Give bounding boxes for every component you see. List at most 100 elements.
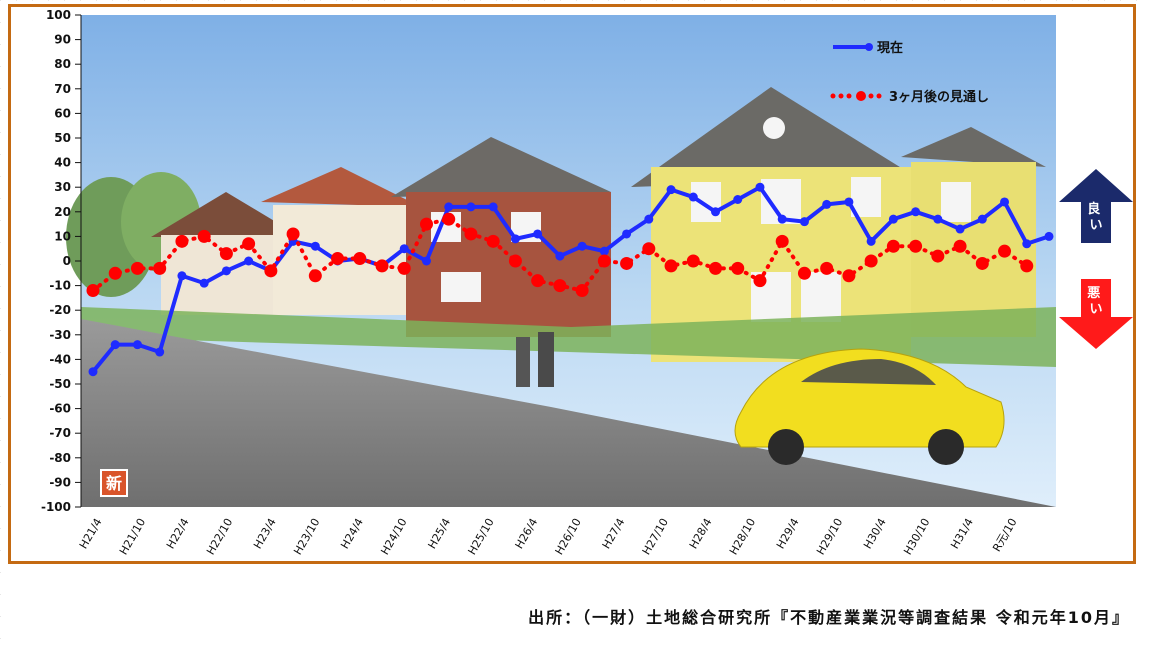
legend-entry-current: 現在 — [833, 40, 903, 56]
data-point-forecast — [353, 252, 367, 266]
data-point-forecast — [286, 227, 300, 241]
data-point-forecast — [620, 256, 634, 270]
y-tick-label: 90 — [54, 33, 71, 47]
series-layer — [86, 182, 1054, 377]
x-tick-label: H25/4 — [425, 516, 453, 551]
y-tick-label: 70 — [54, 82, 71, 96]
good-arrow-label: 良 い — [1087, 201, 1105, 233]
data-point-current — [599, 246, 609, 256]
data-point-current — [110, 340, 120, 350]
y-tick-label: 100 — [46, 8, 71, 22]
y-tick-label: -90 — [49, 475, 71, 489]
source-note: 出所：（一財）土地総合研究所『不動産業業況等調査結果 令和元年10月』 — [528, 608, 1130, 627]
data-point-forecast — [197, 229, 211, 243]
data-point-current — [977, 214, 987, 224]
y-axis: 1009080706050403020100-10-20-30-40-50-60… — [41, 8, 82, 514]
x-tick-label: H21/10 — [117, 516, 148, 557]
chart-frame: 100 90 80 70 60 50 40 30 20 10 0 -10 -20 -30 -40 -50 -60… — [8, 4, 1136, 564]
x-tick-label: H22/10 — [204, 516, 235, 557]
data-point-forecast — [909, 239, 923, 253]
data-point-forecast — [331, 252, 345, 266]
x-tick-label: H25/10 — [465, 516, 496, 557]
data-point-forecast — [86, 284, 100, 298]
x-tick-label: H23/10 — [291, 516, 322, 557]
x-axis: H21/4 H21/10 H22/4 H22/10 H23/4 H23/10 H24/4 H2… — [77, 516, 1020, 557]
house-illustration — [66, 15, 1056, 507]
car-illustration — [734, 348, 1005, 465]
data-point-forecast — [175, 234, 189, 248]
data-point-forecast — [1020, 259, 1034, 273]
data-point-forecast — [264, 264, 278, 278]
data-point-forecast — [642, 242, 656, 256]
data-point-forecast — [998, 244, 1012, 258]
x-tick-label: H21/4 — [77, 516, 105, 551]
data-point-current — [132, 340, 142, 350]
data-point-forecast — [775, 234, 789, 248]
data-point-forecast — [397, 261, 411, 275]
y-tick-label: -100 — [41, 500, 71, 514]
data-point-current — [1000, 197, 1010, 207]
bad-arrow: 悪 い — [1059, 279, 1133, 349]
data-point-forecast — [375, 259, 389, 273]
data-point-current — [866, 236, 876, 246]
data-point-current — [555, 251, 565, 261]
y-tick-label: 0 — [63, 254, 71, 268]
data-point-forecast — [486, 234, 500, 248]
data-point-current — [199, 278, 209, 288]
data-point-current — [711, 207, 721, 217]
x-tick-label: H23/4 — [251, 516, 279, 551]
x-tick-label: H26/10 — [553, 516, 584, 557]
x-tick-label: H29/10 — [814, 516, 845, 557]
chart-svg: 1009080706050403020100-10-20-30-40-50-60… — [41, 8, 1133, 557]
data-point-current — [177, 271, 187, 281]
y-tick-label: -40 — [49, 352, 71, 366]
data-point-current — [688, 192, 698, 202]
data-point-forecast — [820, 261, 834, 275]
data-point-forecast — [219, 247, 233, 261]
data-point-current — [844, 197, 854, 207]
data-point-forecast — [553, 279, 567, 293]
data-point-forecast — [731, 261, 745, 275]
data-point-forecast — [531, 274, 545, 288]
data-point-forecast — [508, 254, 522, 268]
data-point-forecast — [975, 256, 989, 270]
data-point-current — [155, 347, 165, 357]
x-tick-label: H24/10 — [378, 516, 409, 557]
data-point-forecast — [753, 274, 767, 288]
data-point-current — [88, 367, 98, 377]
x-tick-label: H22/4 — [164, 516, 192, 551]
bad-arrow-label: 悪 い — [1087, 286, 1105, 317]
data-point-current — [488, 202, 498, 212]
x-tick-label: H30/4 — [861, 516, 889, 551]
data-point-forecast — [709, 261, 723, 275]
data-point-forecast — [242, 237, 256, 251]
x-tick-label: H31/4 — [948, 516, 976, 551]
legend-label-forecast: 3ヶ月後の見通し — [889, 89, 989, 105]
legend-label-current: 現在 — [877, 40, 903, 56]
x-tick-label: H24/4 — [338, 516, 366, 551]
data-point-forecast — [442, 212, 456, 226]
y-tick-label: 30 — [54, 180, 71, 194]
data-point-current — [533, 229, 543, 239]
data-point-current — [399, 244, 409, 254]
data-point-forecast — [108, 266, 122, 280]
data-point-forecast — [130, 261, 144, 275]
data-point-current — [911, 207, 921, 217]
y-tick-label: -60 — [49, 402, 71, 416]
data-point-current — [955, 224, 965, 234]
data-point-current — [933, 214, 943, 224]
data-point-current — [1044, 231, 1054, 241]
data-point-forecast — [931, 249, 945, 263]
y-tick-label: -30 — [49, 328, 71, 342]
x-tick-label: R元/10 — [990, 516, 1019, 554]
data-point-current — [733, 195, 743, 204]
x-tick-label: H27/10 — [640, 516, 671, 557]
y-tick-label: 80 — [54, 57, 71, 71]
x-tick-label: H28/10 — [727, 516, 758, 557]
data-point-current — [310, 241, 320, 251]
data-point-current — [444, 202, 454, 212]
data-point-current — [666, 185, 676, 195]
x-tick-label: H30/10 — [901, 516, 932, 557]
data-point-forecast — [575, 284, 589, 298]
x-tick-label: H29/4 — [774, 516, 802, 551]
